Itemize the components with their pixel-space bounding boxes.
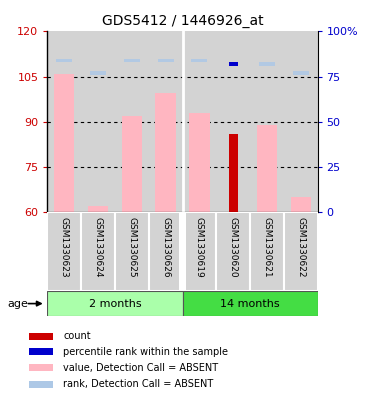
Bar — [155, 93, 176, 212]
Bar — [149, 31, 182, 212]
Bar — [228, 62, 238, 66]
Text: value, Detection Call = ABSENT: value, Detection Call = ABSENT — [64, 363, 218, 373]
Bar — [259, 62, 275, 66]
Bar — [250, 31, 284, 212]
Text: rank, Detection Call = ABSENT: rank, Detection Call = ABSENT — [64, 379, 214, 389]
Bar — [90, 71, 106, 75]
Bar — [291, 197, 311, 212]
Text: 2 months: 2 months — [89, 299, 141, 309]
Bar — [149, 212, 182, 291]
Bar — [216, 212, 250, 291]
Text: GSM1330619: GSM1330619 — [195, 217, 204, 278]
Bar — [122, 116, 142, 212]
Text: 14 months: 14 months — [220, 299, 280, 309]
Bar — [284, 31, 318, 212]
Bar — [28, 348, 53, 355]
Bar — [28, 381, 53, 387]
Bar — [216, 31, 250, 212]
Bar — [115, 31, 149, 212]
Bar — [81, 31, 115, 212]
Bar — [56, 59, 72, 62]
Bar — [182, 31, 216, 212]
Text: age: age — [7, 299, 28, 309]
Bar — [182, 212, 216, 291]
Bar — [88, 206, 108, 212]
Text: count: count — [64, 331, 91, 341]
Bar — [189, 113, 210, 212]
Text: GSM1330622: GSM1330622 — [296, 217, 305, 277]
Bar — [158, 59, 174, 62]
Bar — [47, 31, 81, 212]
Bar — [228, 134, 238, 212]
Bar — [284, 212, 318, 291]
Text: percentile rank within the sample: percentile rank within the sample — [64, 347, 228, 356]
Bar — [47, 291, 182, 316]
Bar — [257, 125, 277, 212]
Text: GSM1330626: GSM1330626 — [161, 217, 170, 277]
Text: GSM1330625: GSM1330625 — [127, 217, 137, 277]
Bar — [28, 364, 53, 371]
Text: GSM1330621: GSM1330621 — [262, 217, 272, 277]
Bar — [179, 212, 186, 291]
Bar — [293, 71, 309, 75]
Bar — [47, 212, 81, 291]
Bar — [191, 59, 207, 62]
Text: GSM1330624: GSM1330624 — [93, 217, 103, 277]
Bar — [54, 73, 74, 212]
Text: GSM1330623: GSM1330623 — [60, 217, 69, 277]
Bar — [124, 59, 140, 62]
Bar — [81, 212, 115, 291]
Text: GSM1330620: GSM1330620 — [228, 217, 238, 277]
Bar — [115, 212, 149, 291]
Bar — [28, 333, 53, 340]
Text: GDS5412 / 1446926_at: GDS5412 / 1446926_at — [102, 14, 263, 28]
Bar — [182, 291, 318, 316]
Bar — [250, 212, 284, 291]
